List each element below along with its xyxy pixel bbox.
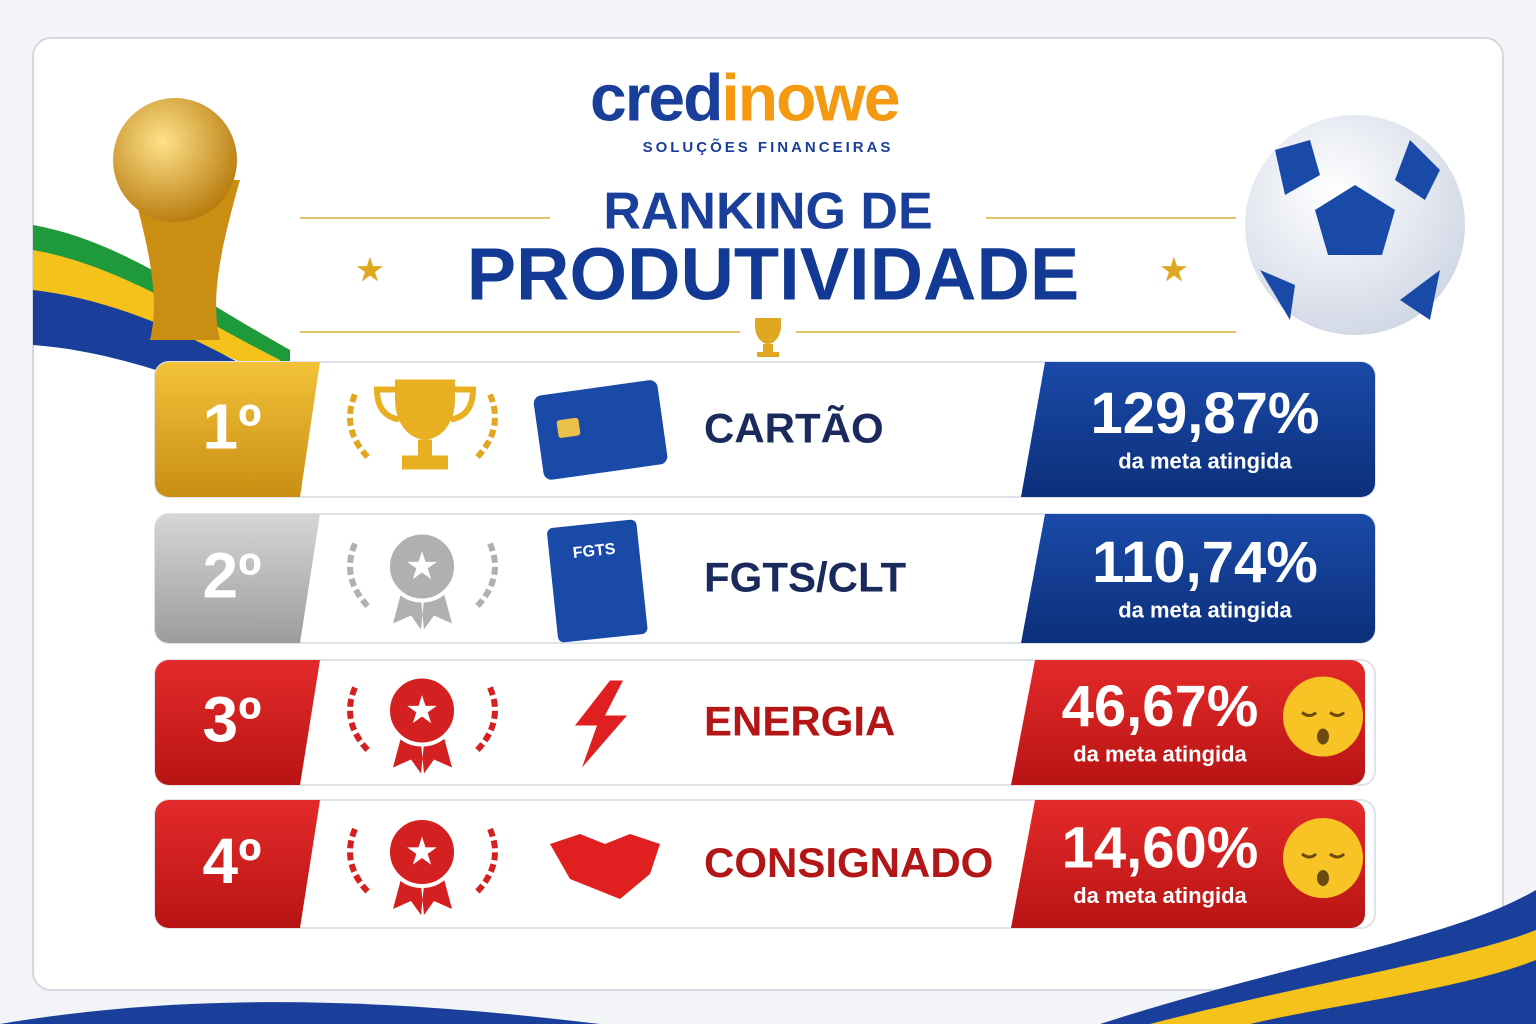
sleepy-emoji: [1283, 676, 1363, 757]
ranking-row: 4º ★ CONSIGNADO 14,60% da meta atingida: [154, 799, 1376, 929]
value: 110,74%: [1092, 530, 1318, 595]
category: FGTS/CLT: [704, 554, 907, 601]
ranking-row: 1º CARTÃO 129,87%da meta atingida: [154, 361, 1376, 498]
value-panel: [1021, 514, 1375, 643]
value-panel: [1011, 660, 1365, 785]
logo-inowe: inowe: [721, 60, 898, 134]
sleepy-mouth: [1317, 870, 1329, 886]
title-line1: RANKING DE: [603, 183, 932, 241]
ranking-row: 3º ★ ENERGIA 46,67%da meta atingida: [154, 659, 1376, 786]
ribbon-bottom-left: [0, 1002, 600, 1024]
medal-star: ★: [407, 547, 437, 585]
value-caption: da meta atingida: [1118, 448, 1292, 473]
rank: 4º: [203, 825, 262, 897]
star: ★: [357, 254, 384, 287]
card-chip: [556, 417, 581, 438]
logo-tagline: SOLUÇÕES FINANCEIRAS: [643, 138, 894, 156]
passport-label: FGTS: [572, 541, 617, 562]
star: ★: [1161, 254, 1188, 287]
ribbon-bottom-right-yellow: [1150, 930, 1536, 1024]
laurel: [347, 827, 498, 897]
trophy-icon: [395, 379, 455, 470]
world-cup-body: [130, 180, 240, 340]
world-cup-globe: [113, 98, 237, 222]
category: CONSIGNADO: [704, 839, 993, 886]
sleepy-face: [1301, 852, 1346, 859]
medal: [386, 674, 458, 747]
category: ENERGIA: [704, 698, 895, 745]
rank-badge: [155, 660, 320, 785]
value: 129,87%: [1091, 381, 1320, 446]
rank-badge: [155, 800, 320, 928]
value: 46,67%: [1062, 674, 1259, 739]
value-panel: [1011, 800, 1365, 928]
ball-patch: [1315, 185, 1395, 255]
passport-icon: [547, 519, 648, 643]
rank: 1º: [203, 390, 262, 462]
medal-star: ★: [407, 691, 437, 729]
value-caption: da meta atingida: [1118, 597, 1292, 622]
sleepy-face: [1301, 711, 1346, 717]
sleepy-emoji: [1283, 818, 1363, 898]
ribbon-bottom-right: [1100, 890, 1536, 1024]
card-icon: [533, 380, 668, 480]
rank-badge: [155, 362, 320, 497]
laurel: [347, 393, 498, 462]
medal-star: ★: [407, 833, 437, 871]
value-panel: [1021, 362, 1375, 497]
laurel: [347, 542, 498, 611]
bolt-icon: [575, 680, 627, 768]
medal: [386, 816, 458, 888]
value-caption: da meta atingida: [1073, 883, 1247, 908]
category: CARTÃO: [704, 405, 884, 452]
medal: [386, 530, 458, 603]
handshake-icon: [550, 834, 660, 899]
rank-badge: [155, 514, 320, 643]
ranking-row: 2º ★ FGTS FGTS/CLT 110,74%da meta atingida: [154, 513, 1376, 644]
value-caption: da meta atingida: [1073, 741, 1247, 766]
small-trophy: [755, 318, 781, 357]
trophy-handles: [373, 386, 477, 423]
sleepy-mouth: [1317, 728, 1329, 745]
title-line2: PRODUTIVIDADE: [467, 233, 1080, 316]
ball-patches: [1260, 140, 1440, 320]
laurel: [347, 686, 498, 755]
rank: 2º: [203, 539, 262, 611]
value: 14,60%: [1062, 815, 1259, 880]
logo-cred: cred: [590, 60, 721, 134]
rank: 3º: [203, 683, 262, 755]
